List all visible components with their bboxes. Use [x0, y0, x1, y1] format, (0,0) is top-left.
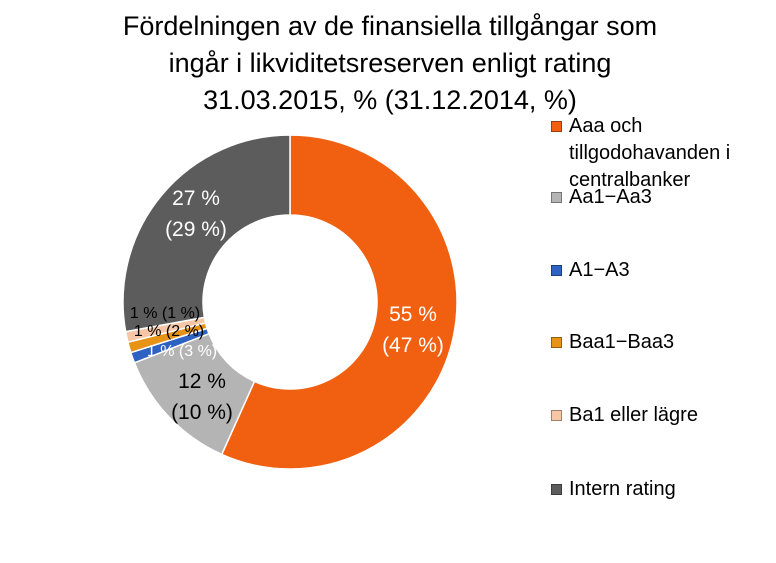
data-label-line: 12 % — [178, 370, 226, 393]
chart-title: Fördelningen av de finansiella tillgånga… — [60, 8, 720, 119]
legend-swatch-aaa — [551, 121, 562, 132]
legend-label-intern-rating: Intern rating — [569, 478, 676, 500]
data-label-line: 1 % (2 %) — [134, 323, 204, 340]
data-label-a1-a3: 1 % (3 %) — [147, 343, 217, 360]
data-label-line: (29 %) — [165, 218, 227, 241]
data-label-line: (47 %) — [382, 334, 444, 357]
data-label-ba1: 1 % (1 %) — [130, 305, 200, 322]
chart-title-line-3: 31.03.2015, % (31.12.2014, %) — [203, 85, 577, 115]
legend-label-aa1-aa3: Aa1−Aa3 — [569, 186, 652, 208]
data-label-line: 55 % — [389, 303, 437, 326]
data-label-aaa: 55 % (47 %) — [382, 303, 444, 357]
data-label-line: 1 % (1 %) — [130, 305, 200, 322]
legend-swatch-a1-a3 — [551, 265, 562, 276]
chart-title-line-1: Fördelningen av de finansiella tillgånga… — [122, 11, 658, 41]
data-label-intern-rating: 27 % (29 %) — [165, 187, 227, 241]
data-label-line: (10 %) — [171, 401, 233, 424]
slice-intern-rating — [122, 134, 291, 333]
legend-label-a1-a3: A1−A3 — [569, 259, 630, 281]
data-label-baa1-baa3: 1 % (2 %) — [134, 323, 204, 340]
data-label-aa1-aa3: 12 % (10 %) — [171, 370, 233, 424]
legend-swatch-intern-rating — [551, 484, 562, 495]
legend-label-ba1: Ba1 eller lägre — [569, 404, 698, 426]
legend-swatch-aa1-aa3 — [551, 192, 562, 203]
data-label-line: 1 % (3 %) — [147, 343, 217, 360]
legend-swatch-ba1 — [551, 410, 562, 421]
legend-swatch-baa1-baa3 — [551, 337, 562, 348]
slice-aaa — [220, 134, 458, 470]
chart-title-line-2: ingår i likviditetsreserven enligt ratin… — [168, 48, 612, 78]
legend-label-baa1-baa3: Baa1−Baa3 — [569, 331, 675, 353]
legend-label-aaa: Aaa och tillgodohavanden i centralbanker — [569, 115, 731, 191]
data-label-line: 27 % — [172, 187, 220, 210]
